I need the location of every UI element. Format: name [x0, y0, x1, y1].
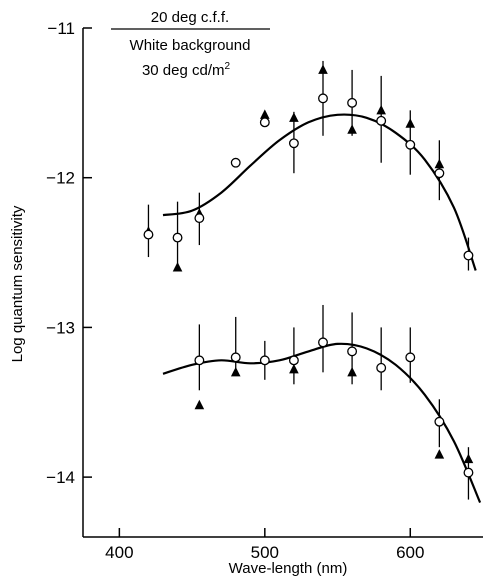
- triangle-point: [434, 449, 445, 459]
- circle-point: [405, 352, 416, 363]
- circle-point: [376, 362, 387, 373]
- circle-point: [376, 115, 387, 126]
- data-group-1: [143, 60, 477, 272]
- circle-point: [143, 229, 154, 240]
- circle-point: [318, 337, 328, 348]
- x-tick-label: 400: [105, 543, 133, 562]
- chart-title: 20 deg c.f.f. White background 30 deg cd…: [111, 9, 270, 79]
- circle-point: [259, 117, 270, 128]
- triangle-point: [194, 399, 205, 410]
- circle-point: [230, 157, 241, 168]
- circle-point: [194, 213, 205, 224]
- circle-point: [405, 139, 416, 150]
- circle-point: [318, 93, 328, 104]
- title-line-1: 20 deg c.f.f.: [151, 9, 229, 26]
- circle-point: [194, 355, 205, 366]
- circle-point: [288, 138, 299, 149]
- triangle-point: [260, 109, 270, 119]
- triangle-point: [347, 124, 357, 134]
- circle-point: [347, 97, 358, 108]
- circle-point: [463, 250, 474, 261]
- triangle-point: [172, 262, 183, 272]
- circle-point: [172, 232, 183, 243]
- axes: [82, 28, 483, 538]
- y-tick-label: −11: [47, 19, 75, 38]
- x-axis-title: Wave-length (nm): [229, 560, 348, 577]
- y-tick-label: −14: [46, 468, 75, 487]
- fitted-curve: [162, 342, 482, 504]
- circle-point: [288, 355, 299, 366]
- title-line-3-text: 30 deg cd/m: [142, 62, 225, 79]
- circle-point: [347, 346, 358, 357]
- circle-point: [434, 416, 445, 427]
- triangle-point: [289, 363, 299, 374]
- title-line-2: White background: [130, 37, 251, 54]
- y-axis-title: Log quantum sensitivity: [9, 205, 26, 362]
- triangle-point: [405, 118, 416, 128]
- data-group-2: [162, 304, 482, 504]
- circle-point: [230, 352, 241, 363]
- x-ticks: 400 500 600: [105, 528, 424, 562]
- circle-point: [463, 467, 474, 478]
- triangle-point: [230, 366, 241, 377]
- fitted-curve: [162, 113, 477, 271]
- circle-point: [434, 168, 445, 179]
- y-ticks: −11 −12 −13 −14: [46, 19, 92, 487]
- x-tick-label: 500: [251, 543, 279, 562]
- title-line-3: 30 deg cd/m2: [142, 61, 231, 79]
- y-tick-label: −13: [46, 318, 75, 337]
- triangle-point: [347, 366, 357, 377]
- y-tick-label: −12: [46, 169, 75, 188]
- series-layer: [143, 60, 482, 504]
- triangle-point: [463, 453, 474, 464]
- circle-point: [259, 355, 270, 366]
- triangle-point: [318, 64, 328, 74]
- triangle-point: [289, 112, 299, 122]
- x-tick-label: 600: [396, 543, 424, 562]
- triangle-point: [434, 158, 445, 169]
- triangle-point: [376, 104, 386, 115]
- title-superscript: 2: [225, 61, 231, 72]
